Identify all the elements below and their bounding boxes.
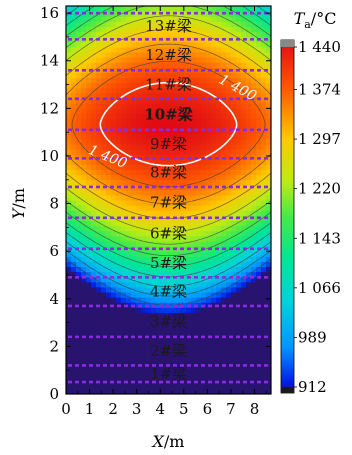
colorbar-tick-label: 1 066 (298, 279, 341, 297)
colorbar-tick-label: 989 (298, 328, 327, 346)
y-axis: 0 2 4 6 8 10 12 14 16 (40, 4, 271, 403)
x-tick-label: 6 (203, 400, 213, 418)
x-tick-label: 7 (226, 400, 236, 418)
x-tick-label: 5 (179, 400, 189, 418)
contour-960 (66, 258, 271, 306)
x-tick-label: 1 (85, 400, 95, 418)
beam-label-9: 9#梁 (150, 135, 187, 153)
colorbar-tick-label: 1 220 (298, 180, 341, 198)
x-axis-title: X/m (151, 432, 185, 451)
contour-1160 (66, 6, 271, 257)
beam-label-4: 4#梁 (150, 283, 187, 301)
beam-label-13: 13#梁 (145, 17, 192, 35)
colorbar-gradient (280, 39, 295, 394)
x-tick-label: 4 (155, 400, 165, 418)
beam-label-12: 12#梁 (145, 46, 192, 64)
y-tick-label: 2 (49, 337, 59, 355)
beam-label-1: 1#梁 (150, 365, 187, 383)
colorbar-tick-label: 1 143 (298, 229, 341, 247)
y-tick-label: 10 (40, 147, 59, 165)
beam-label-10: 10#梁 (144, 105, 193, 123)
colorbar-top-cap (281, 40, 294, 47)
y-axis-label: Y/m (9, 188, 28, 219)
colorbar-tick-label: 1 297 (298, 130, 341, 148)
plot-frame (65, 5, 272, 395)
beam-label-6: 6#梁 (150, 224, 187, 242)
colorbar-title: Ta/°C (294, 9, 337, 31)
beam-lines (68, 11, 269, 384)
colorbar-tick-label: 1 440 (298, 38, 341, 56)
y-tick-label: 4 (49, 290, 59, 308)
y-axis-title: Y/m (9, 188, 28, 219)
beam-labels: 1#梁 2#梁 3#梁 4#梁 5#梁 6#梁 7#梁 8#梁 9#梁 10#梁 11#梁 12#梁 1… (144, 17, 193, 383)
contour-1320 (66, 43, 271, 205)
beam-label-3: 3#梁 (150, 312, 187, 330)
y-tick-label: 8 (49, 195, 59, 213)
x-tick-label: 0 (61, 400, 71, 418)
beam-label-2: 2#梁 (150, 342, 187, 360)
beam-label-8: 8#梁 (150, 164, 187, 182)
x-tick-label: 2 (108, 400, 118, 418)
x-tick-label: 8 (250, 400, 260, 418)
contour-1400 (99, 81, 238, 167)
x-tick-label: 3 (132, 400, 142, 418)
beam-label-7: 7#梁 (150, 193, 187, 211)
colorbar-tick-label: 1 374 (298, 81, 341, 99)
beam-label-5: 5#梁 (150, 254, 187, 272)
contour-1120 (66, 6, 271, 267)
colorbar-bottom-cap (281, 387, 294, 393)
contour-1080 (66, 6, 271, 278)
y-tick-label: 14 (40, 52, 59, 70)
y-tick-label: 0 (49, 385, 59, 403)
y-tick-label: 16 (40, 4, 59, 22)
beam-label-11: 11#梁 (145, 76, 192, 94)
colorbar: Ta/°C 1 440 1 374 1 297 1 220 1 143 1 066 989 91… (280, 9, 341, 396)
x-axis-label: X/m (151, 432, 185, 451)
y-tick-label: 6 (49, 242, 59, 260)
colorbar-tick-label: 912 (298, 378, 327, 396)
y-tick-label: 12 (40, 99, 59, 117)
contour-1240 (66, 15, 271, 233)
